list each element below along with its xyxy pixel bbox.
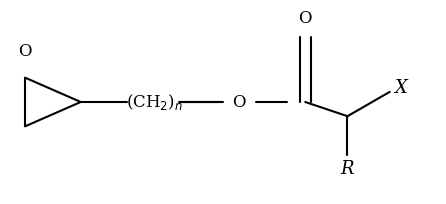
- Text: R: R: [341, 160, 354, 178]
- Text: O: O: [18, 43, 32, 60]
- Text: X: X: [394, 79, 407, 97]
- Text: O: O: [232, 93, 245, 111]
- Text: (CH$_2$)$_n$: (CH$_2$)$_n$: [126, 92, 182, 112]
- Text: O: O: [298, 10, 312, 27]
